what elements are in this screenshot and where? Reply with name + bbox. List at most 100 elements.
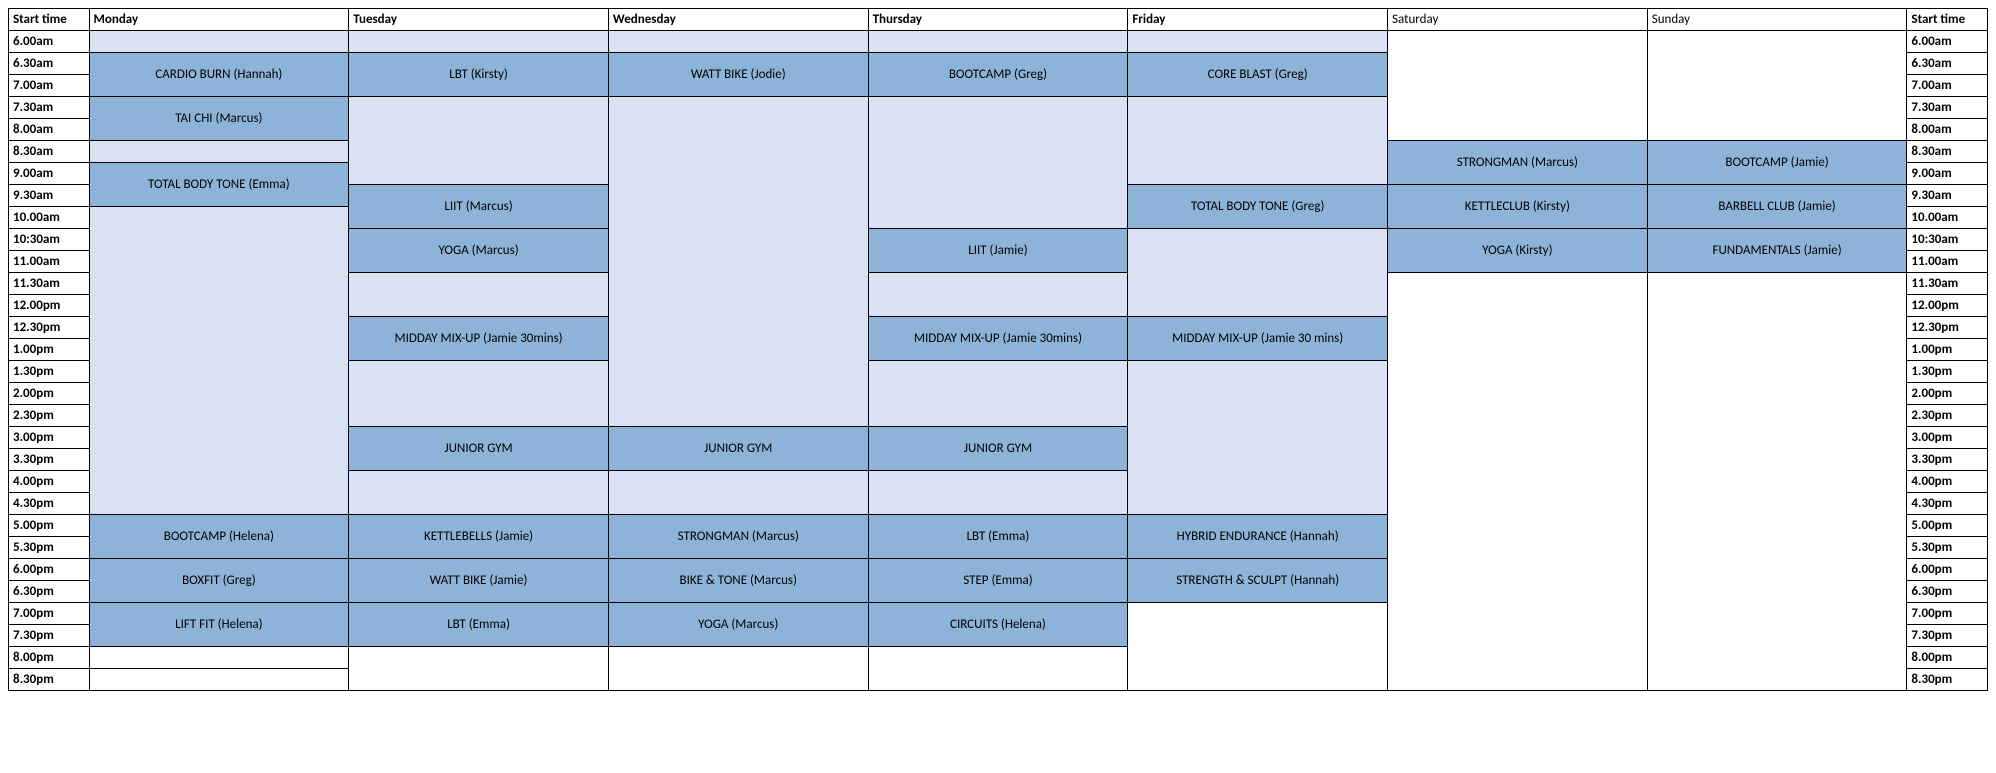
time-slot-right: 7.00am: [1907, 75, 1988, 97]
empty-cell: [349, 31, 609, 53]
empty-cell: [1128, 97, 1388, 185]
time-slot-right: 7.00pm: [1907, 603, 1988, 625]
empty-cell: [868, 647, 1128, 691]
class-wed_yoga: YOGA (Marcus): [608, 603, 868, 647]
class-sun_fund: FUNDAMENTALS (Jamie): [1647, 229, 1907, 273]
time-slot-left: 8.30am: [9, 141, 90, 163]
time-slot-left: 9.30am: [9, 185, 90, 207]
class-tue_midday: MIDDAY MIX-UP (Jamie 30mins): [349, 317, 609, 361]
class-wed_watt: WATT BIKE (Jodie): [608, 53, 868, 97]
time-slot-right: 11.30am: [1907, 273, 1988, 295]
empty-cell: [89, 669, 349, 691]
time-slot-left: 5.00pm: [9, 515, 90, 537]
time-slot-right: 1.30pm: [1907, 361, 1988, 383]
empty-cell: [89, 647, 349, 669]
time-slot-left: 11.00am: [9, 251, 90, 273]
time-slot-left: 2.00pm: [9, 383, 90, 405]
class-tue_lbt: LBT (Kirsty): [349, 53, 609, 97]
time-slot-right: 4.00pm: [1907, 471, 1988, 493]
header-day-sunday: Sunday: [1647, 9, 1907, 31]
time-slot-left: 6.30pm: [9, 581, 90, 603]
empty-cell: [349, 471, 609, 515]
empty-cell: [868, 361, 1128, 427]
empty-cell: [1128, 31, 1388, 53]
empty-cell: [1128, 229, 1388, 317]
empty-cell: [1647, 273, 1907, 691]
empty-cell: [1647, 31, 1907, 141]
header-day-friday: Friday: [1128, 9, 1388, 31]
time-slot-right: 8.00pm: [1907, 647, 1988, 669]
time-slot-left: 8.00pm: [9, 647, 90, 669]
header-start-time-left: Start time: [9, 9, 90, 31]
time-slot-left: 6.00pm: [9, 559, 90, 581]
empty-cell: [868, 97, 1128, 229]
empty-cell: [1128, 361, 1388, 515]
class-fri_strength: STRENGTH & SCULPT (Hannah): [1128, 559, 1388, 603]
time-slot-right: 6.30pm: [1907, 581, 1988, 603]
time-slot-left: 4.30pm: [9, 493, 90, 515]
time-slot-left: 12.00pm: [9, 295, 90, 317]
class-mon_liftfit: LIFT FIT (Helena): [89, 603, 349, 647]
class-thu_step: STEP (Emma): [868, 559, 1128, 603]
time-slot-right: 1.00pm: [1907, 339, 1988, 361]
class-tue_lbt2: LBT (Emma): [349, 603, 609, 647]
empty-cell: [89, 31, 349, 53]
class-wed_bike: BIKE & TONE (Marcus): [608, 559, 868, 603]
time-slot-left: 7.00pm: [9, 603, 90, 625]
empty-cell: [608, 97, 868, 427]
time-slot-right: 6.00am: [1907, 31, 1988, 53]
time-slot-left: 10.00am: [9, 207, 90, 229]
time-slot-right: 3.00pm: [1907, 427, 1988, 449]
class-fri_tbt: TOTAL BODY TONE (Greg): [1128, 185, 1388, 229]
empty-cell: [868, 471, 1128, 515]
time-slot-right: 4.30pm: [1907, 493, 1988, 515]
class-fri_midday: MIDDAY MIX-UP (Jamie 30 mins): [1128, 317, 1388, 361]
time-slot-left: 2.30pm: [9, 405, 90, 427]
time-slot-left: 12.30pm: [9, 317, 90, 339]
empty-cell: [608, 647, 868, 691]
time-slot-right: 8.00am: [1907, 119, 1988, 141]
time-slot-left: 3.30pm: [9, 449, 90, 471]
class-sat_kettle: KETTLECLUB (Kirsty): [1388, 185, 1648, 229]
time-slot-right: 12.00pm: [1907, 295, 1988, 317]
class-mon_bootpm: BOOTCAMP (Helena): [89, 515, 349, 559]
time-slot-left: 6.30am: [9, 53, 90, 75]
header-day-wednesday: Wednesday: [608, 9, 868, 31]
time-slot-left: 4.00pm: [9, 471, 90, 493]
empty-cell: [349, 647, 609, 691]
empty-cell: [1128, 603, 1388, 691]
empty-cell: [349, 97, 609, 185]
header-day-tuesday: Tuesday: [349, 9, 609, 31]
class-tue_yoga: YOGA (Marcus): [349, 229, 609, 273]
time-slot-right: 5.00pm: [1907, 515, 1988, 537]
time-slot-right: 6.00pm: [1907, 559, 1988, 581]
time-slot-right: 7.30am: [1907, 97, 1988, 119]
header-start-time-right: Start time: [1907, 9, 1988, 31]
class-fri_core: CORE BLAST (Greg): [1128, 53, 1388, 97]
time-slot-right: 12.30pm: [1907, 317, 1988, 339]
time-slot-left: 7.00am: [9, 75, 90, 97]
class-thu_circ: CIRCUITS (Helena): [868, 603, 1128, 647]
time-slot-right: 9.30am: [1907, 185, 1988, 207]
time-slot-right: 11.00am: [1907, 251, 1988, 273]
empty-cell: [608, 31, 868, 53]
empty-cell: [349, 273, 609, 317]
class-thu_junior: JUNIOR GYM: [868, 427, 1128, 471]
header-day-monday: Monday: [89, 9, 349, 31]
class-mon_taichi: TAI CHI (Marcus): [89, 97, 349, 141]
time-slot-left: 1.00pm: [9, 339, 90, 361]
time-slot-right: 8.30pm: [1907, 669, 1988, 691]
empty-cell: [868, 273, 1128, 317]
class-wed_junior: JUNIOR GYM: [608, 427, 868, 471]
time-slot-left: 9.00am: [9, 163, 90, 185]
time-slot-right: 5.30pm: [1907, 537, 1988, 559]
empty-cell: [868, 31, 1128, 53]
time-slot-left: 3.00pm: [9, 427, 90, 449]
class-thu_midday: MIDDAY MIX-UP (Jamie 30mins): [868, 317, 1128, 361]
class-fri_hybrid: HYBRID ENDURANCE (Hannah): [1128, 515, 1388, 559]
empty-cell: [608, 471, 868, 515]
time-slot-left: 10:30am: [9, 229, 90, 251]
time-slot-left: 5.30pm: [9, 537, 90, 559]
class-tue_watt: WATT BIKE (Jamie): [349, 559, 609, 603]
class-sat_strong: STRONGMAN (Marcus): [1388, 141, 1648, 185]
